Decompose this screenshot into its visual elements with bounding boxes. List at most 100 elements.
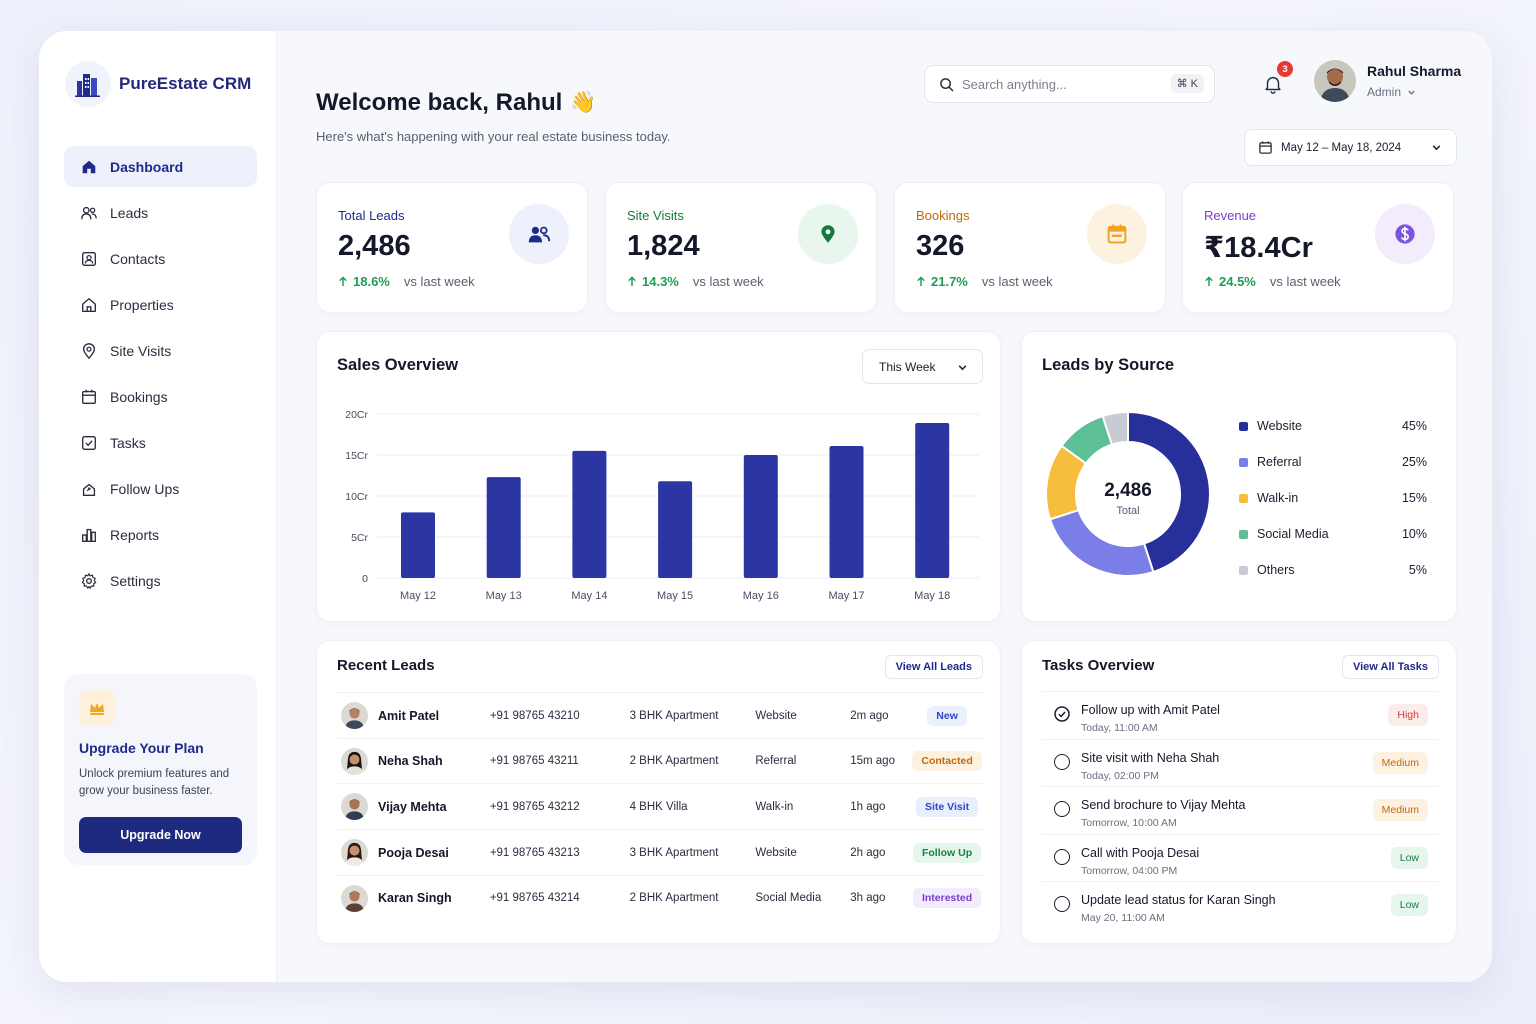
sidebar-item-label: Bookings (110, 388, 168, 405)
task-checkbox[interactable] (1054, 753, 1070, 770)
task-checkbox[interactable] (1054, 896, 1070, 912)
bar-may-12[interactable] (401, 512, 435, 578)
users-icon (81, 206, 97, 219)
kpi-label: Site Visits (627, 208, 684, 223)
list-item[interactable]: Update lead status for Karan Singh May 2… (1042, 881, 1438, 928)
leads-donut-chart: 2,486 Total (1045, 410, 1211, 577)
search-input[interactable] (962, 76, 1152, 92)
table-row[interactable]: Amit Patel +91 98765 43210 3 BHK Apartme… (337, 692, 984, 738)
legend-item-walk-in[interactable]: Walk-in 15% (1239, 480, 1427, 516)
kpi-change-pct: 24.5% (1204, 274, 1256, 289)
sidebar-item-label: Properties (110, 296, 174, 313)
kpi-change-pct: 14.3% (627, 274, 679, 289)
task-due: Today, 11:00 AM (1081, 722, 1158, 734)
kpi-card-total-leads[interactable]: Total Leads 2,486 18.6% vs last week (316, 182, 588, 313)
task-done-checkbox[interactable] (1054, 706, 1070, 722)
legend-item-referral[interactable]: Referral 25% (1239, 444, 1427, 480)
sales-overview-title: Sales Overview (337, 356, 459, 374)
page-subtitle: Here's what's happening with your real e… (316, 129, 671, 144)
legend-item-social-media[interactable]: Social Media 10% (1239, 516, 1427, 552)
user-avatar[interactable] (1314, 60, 1356, 102)
sidebar-item-follow-ups[interactable]: Follow Ups (64, 468, 257, 509)
sidebar-item-tasks[interactable]: Tasks (64, 422, 257, 463)
view-all-tasks-button[interactable]: View All Tasks (1341, 655, 1439, 679)
legend-item-website[interactable]: Website 45% (1239, 408, 1427, 444)
date-range-picker[interactable]: May 12 – May 18, 2024 (1244, 129, 1457, 166)
bar-may-16[interactable] (743, 455, 778, 578)
bar-may-15[interactable] (658, 481, 693, 578)
sales-period-select[interactable]: This Week (862, 349, 983, 384)
donut-slice-others[interactable] (1101, 410, 1129, 446)
sidebar-item-leads[interactable]: Leads (64, 192, 257, 233)
table-row[interactable]: Pooja Desai +91 98765 43213 3 BHK Apartm… (337, 829, 984, 875)
brand[interactable]: PureEstate CRM (65, 61, 251, 107)
kpi-label: Revenue (1204, 208, 1257, 223)
list-item[interactable]: Send brochure to Vijay Mehta Tomorrow, 1… (1042, 786, 1438, 833)
bar-may-17[interactable] (829, 445, 864, 578)
kpi-label: Total Leads (338, 208, 405, 223)
tasks-overview-title: Tasks Overview (1042, 657, 1155, 674)
building-logo-icon (65, 61, 111, 107)
lead-phone: +91 98765 43212 (489, 800, 580, 813)
kpi-card-bookings[interactable]: Bookings 326 21.7% vs last week (894, 182, 1166, 313)
sidebar-item-properties[interactable]: Properties (64, 284, 257, 325)
upgrade-now-button[interactable]: Upgrade Now (79, 817, 242, 853)
user-role-dropdown[interactable]: Admin (1367, 85, 1416, 99)
sidebar-item-label: Tasks (110, 434, 146, 451)
list-item[interactable]: Follow up with Amit Patel Today, 11:00 A… (1042, 691, 1438, 738)
lead-property: 3 BHK Apartment (629, 709, 719, 722)
contact-card-icon (82, 251, 96, 266)
priority-badge: Low (1390, 894, 1428, 916)
kpi-card-revenue[interactable]: Revenue ₹18.4Cr 24.5% vs last week (1182, 182, 1454, 313)
kpi-card-site-visits[interactable]: Site Visits 1,824 14.3% vs last week (605, 182, 877, 313)
task-title: Update lead status for Karan Singh (1081, 893, 1276, 907)
arrow-up-icon (1205, 276, 1213, 287)
lead-name[interactable]: Neha Shah (378, 754, 443, 769)
sidebar-item-label: Reports (110, 526, 160, 543)
legend-item-others[interactable]: Others 5% (1239, 552, 1427, 588)
task-checkbox[interactable] (1054, 848, 1070, 865)
kpi-change: 21.7% vs last week (916, 274, 1053, 289)
lead-name[interactable]: Amit Patel (378, 708, 440, 723)
donut-slice-website[interactable] (1127, 410, 1211, 574)
bar-may-18[interactable] (915, 423, 950, 578)
view-all-leads-button[interactable]: View All Leads (884, 655, 983, 679)
kpi-change-label: vs last week (1269, 274, 1341, 289)
donut-slice-referral[interactable] (1048, 508, 1155, 577)
lead-name[interactable]: Pooja Desai (378, 845, 449, 860)
sidebar-item-bookings[interactable]: Bookings (64, 376, 257, 417)
search-box[interactable]: ⌘ K (924, 65, 1215, 103)
bar-chart-icon (82, 528, 96, 542)
legend-swatch (1239, 493, 1248, 503)
bar-may-14[interactable] (572, 450, 607, 578)
user-name[interactable]: Rahul Sharma (1367, 63, 1462, 79)
lead-property: 4 BHK Villa (629, 800, 688, 813)
sidebar-item-contacts[interactable]: Contacts (64, 238, 257, 279)
lead-source: Walk-in (755, 800, 794, 813)
bell-icon[interactable] (1262, 73, 1284, 95)
y-tick-label: 15Cr (345, 450, 368, 462)
list-item[interactable]: Call with Pooja Desai Tomorrow, 04:00 PM… (1042, 833, 1438, 881)
sidebar-item-label: Follow Ups (110, 480, 180, 497)
table-row[interactable]: Neha Shah +91 98765 43211 2 BHK Apartmen… (337, 737, 984, 784)
page-title: Welcome back, Rahul 👋 (316, 89, 596, 117)
table-row[interactable]: Vijay Mehta +91 98765 43212 4 BHK Villa … (337, 783, 984, 829)
table-row[interactable]: Karan Singh +91 98765 43214 2 BHK Apartm… (337, 874, 984, 921)
sales-bar-chart: 0 5Cr 10Cr 15Cr 20Cr May 12 May 13 May 14 May 15… (345, 409, 979, 602)
arrow-up-icon (917, 276, 925, 287)
bar-may-13[interactable] (486, 477, 521, 578)
kpi-icon-badge (798, 204, 858, 264)
lead-name[interactable]: Karan Singh (378, 891, 452, 906)
lead-name[interactable]: Vijay Mehta (378, 799, 447, 814)
sidebar-item-reports[interactable]: Reports (64, 514, 257, 555)
dollar-icon (1395, 224, 1415, 244)
kpi-icon-badge (1087, 204, 1147, 264)
task-checkbox[interactable] (1054, 801, 1070, 817)
lead-time: 2h ago (850, 846, 886, 859)
sidebar-item-site-visits[interactable]: Site Visits (64, 330, 257, 371)
list-item[interactable]: Site visit with Neha Shah Today, 02:00 P… (1042, 738, 1438, 786)
task-due: Tomorrow, 10:00 AM (1081, 817, 1177, 829)
x-tick-label: May 13 (486, 590, 522, 602)
sidebar-item-settings[interactable]: Settings (64, 560, 257, 601)
sidebar-item-dashboard[interactable]: Dashboard (64, 146, 257, 187)
